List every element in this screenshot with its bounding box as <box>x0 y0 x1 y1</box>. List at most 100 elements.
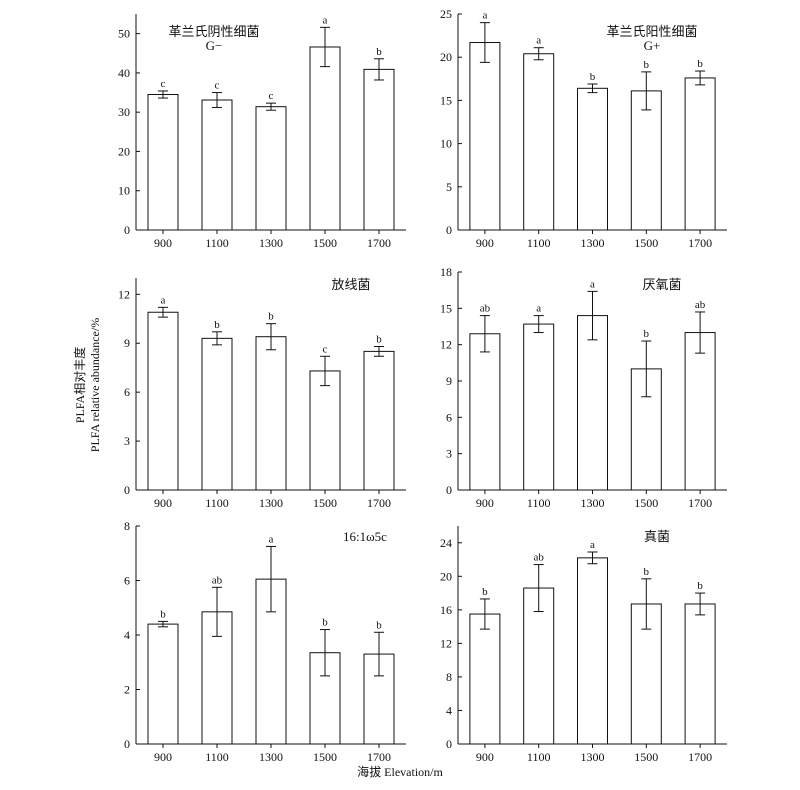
panel-subtitle: G+ <box>644 38 661 53</box>
bar <box>577 87 608 231</box>
y-tick-label: 10 <box>440 137 452 151</box>
y-tick-label: 8 <box>446 670 452 684</box>
panel-title: 真菌 <box>644 529 670 544</box>
x-tick-label: 1700 <box>688 236 712 250</box>
x-tick-label: 1300 <box>259 236 283 250</box>
significance-letter: b <box>590 71 596 83</box>
panel-title: 革兰氏阴性细菌 <box>168 24 259 39</box>
significance-letter: b <box>644 59 650 71</box>
y-tick-label: 0 <box>124 483 130 497</box>
y-axis-label-zh: PLFA相对丰度 <box>72 347 87 423</box>
y-tick-label: 12 <box>440 338 452 352</box>
y-tick-label: 18 <box>440 265 452 279</box>
y-tick-label: 20 <box>118 144 130 158</box>
panel-title: 革兰氏阳性细菌 <box>606 24 697 39</box>
x-tick-label: 1300 <box>581 750 605 764</box>
y-tick-label: 3 <box>124 434 130 448</box>
x-tick-label: 1500 <box>634 750 658 764</box>
y-tick-label: 50 <box>118 27 130 41</box>
significance-letter: a <box>482 10 487 22</box>
significance-letter: b <box>376 619 382 631</box>
y-tick-label: 12 <box>118 287 130 301</box>
significance-letter: a <box>161 294 166 306</box>
x-tick-label: 1500 <box>634 236 658 250</box>
y-tick-label: 5 <box>446 180 452 194</box>
y-tick-label: 12 <box>440 636 452 650</box>
y-tick-label: 15 <box>440 301 452 315</box>
significance-letter: b <box>322 617 328 629</box>
panel-title: 厌氧菌 <box>642 277 681 292</box>
chart-panel-2: 0 5 10 15 20 25 900 a 1100 a 1300 b 1500 b 1700 b 革兰氏阳性细… <box>440 7 727 250</box>
bar <box>469 333 501 491</box>
bar <box>630 90 662 231</box>
y-axis-label-en: PLFA relative abundance/% <box>88 318 102 452</box>
bar <box>147 311 179 491</box>
significance-letter: a <box>269 533 274 545</box>
x-tick-label: 1500 <box>634 496 658 510</box>
x-tick-label: 1300 <box>581 496 605 510</box>
y-tick-label: 2 <box>124 683 130 697</box>
x-tick-label: 1100 <box>205 496 229 510</box>
bar <box>684 77 716 231</box>
significance-letter: c <box>215 80 220 92</box>
y-tick-label: 20 <box>440 569 452 583</box>
chart-panel-5: 0 2 4 6 8 900 b 1100 ab 1300 a 1500 b 1700 b 16:1ω5c <box>124 519 406 764</box>
x-tick-label: 1700 <box>688 496 712 510</box>
significance-letter: b <box>268 311 274 323</box>
bar <box>309 46 341 231</box>
y-tick-label: 24 <box>440 536 452 550</box>
y-tick-label: 4 <box>446 703 452 717</box>
bar <box>577 557 608 745</box>
significance-letter: b <box>644 328 650 340</box>
bar <box>469 613 501 745</box>
chart-panel-6: 0 4 8 12 16 20 24 900 b 1100 ab 1300 a 1500 b 1700 b 真菌 <box>440 526 727 764</box>
x-tick-label: 900 <box>476 750 494 764</box>
y-tick-label: 20 <box>440 50 452 64</box>
bar <box>201 99 233 231</box>
significance-letter: b <box>644 566 650 578</box>
bar <box>363 68 395 231</box>
panel-title: 放线菌 <box>331 277 370 292</box>
significance-letter: ab <box>480 303 491 315</box>
significance-letter: c <box>161 78 166 90</box>
x-tick-label: 900 <box>154 496 172 510</box>
y-tick-label: 0 <box>124 223 130 237</box>
bar <box>684 603 716 745</box>
x-tick-label: 1500 <box>313 750 337 764</box>
x-tick-label: 1300 <box>259 496 283 510</box>
y-tick-label: 16 <box>440 603 452 617</box>
x-tick-label: 900 <box>476 496 494 510</box>
significance-letter: b <box>697 58 703 70</box>
x-tick-label: 1100 <box>205 750 229 764</box>
significance-letter: a <box>590 278 595 290</box>
x-tick-label: 900 <box>154 236 172 250</box>
significance-letter: ab <box>695 299 706 311</box>
y-tick-label: 6 <box>124 385 130 399</box>
x-tick-label: 1700 <box>688 750 712 764</box>
x-tick-label: 1300 <box>259 750 283 764</box>
y-tick-label: 4 <box>124 628 130 642</box>
x-axis-label: 海拔 Elevation/m <box>357 764 443 779</box>
y-tick-label: 25 <box>440 7 452 21</box>
y-tick-label: 0 <box>446 483 452 497</box>
y-tick-label: 15 <box>440 93 452 107</box>
significance-letter: b <box>214 319 220 331</box>
significance-letter: b <box>376 333 382 345</box>
x-tick-label: 1100 <box>205 236 229 250</box>
y-tick-label: 6 <box>124 574 130 588</box>
y-tick-label: 0 <box>446 737 452 751</box>
x-tick-label: 1100 <box>527 496 551 510</box>
bar <box>201 337 233 491</box>
y-tick-label: 30 <box>118 105 130 119</box>
y-tick-label: 9 <box>124 336 130 350</box>
x-tick-label: 1500 <box>313 236 337 250</box>
x-tick-label: 1700 <box>367 496 391 510</box>
bar <box>577 315 608 491</box>
bar <box>255 336 287 491</box>
bar <box>363 350 395 491</box>
chart-panel-1: 0 10 20 30 40 50 900 c 1100 c 1300 c 1500 a 1700 b 革兰氏阴性… <box>118 14 406 250</box>
y-tick-label: 8 <box>124 519 130 533</box>
bar <box>309 370 341 491</box>
x-tick-label: 1500 <box>313 496 337 510</box>
